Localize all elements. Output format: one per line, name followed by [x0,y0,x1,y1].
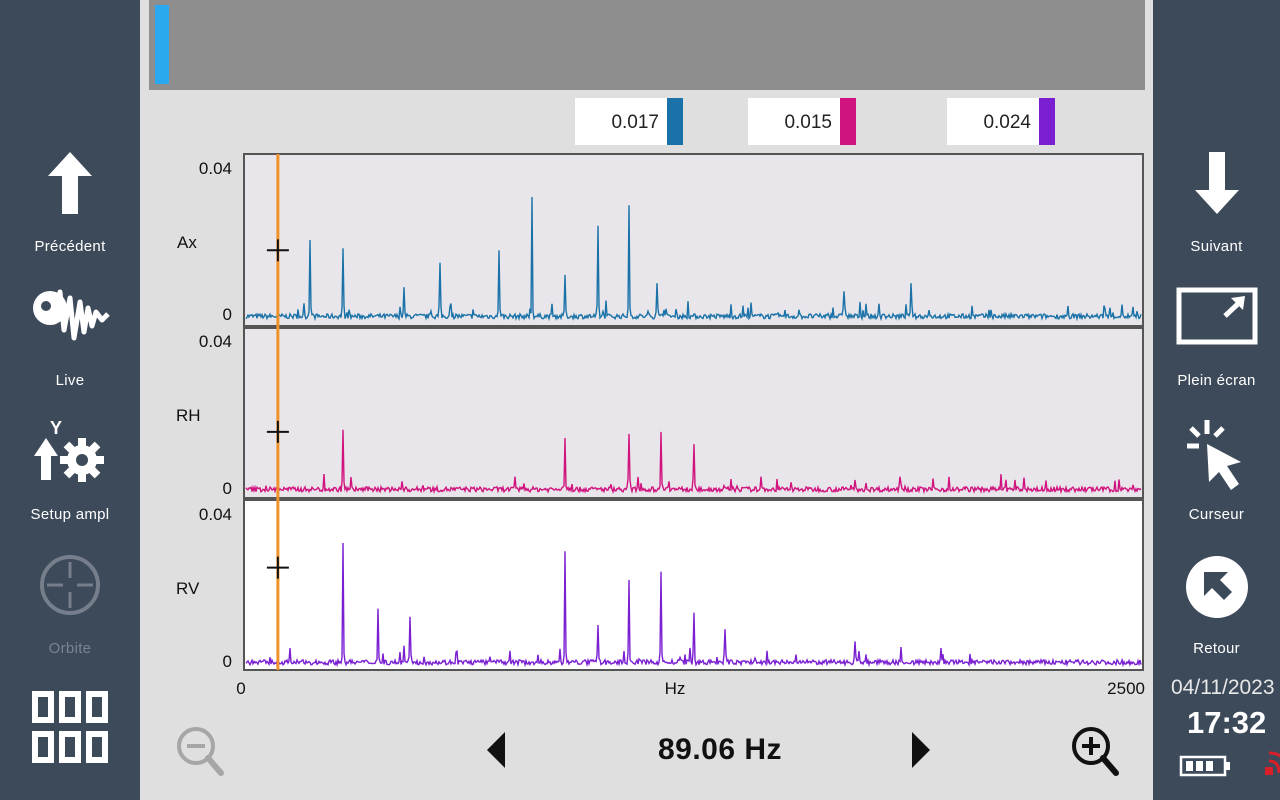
channel-name: RH [176,406,201,425]
y-max-label: 0.04 [199,332,232,351]
spectrum-trace [245,196,1142,322]
cursor-button[interactable]: Curseur [1153,418,1280,528]
y-axis-letter: Y [50,418,62,438]
prev-arrow-icon[interactable] [485,730,507,770]
back-icon [1185,556,1248,618]
cursor-crosshair-ax [266,239,289,262]
cursor-value-text: 0.017 [611,112,659,133]
y-min-label: 0 [223,305,232,324]
setup-ampl-label: Setup ampl [30,506,110,523]
status-time: 17:32 [1187,705,1267,740]
fullscreen-icon [1176,287,1257,345]
x-max-label: 2500 [1107,679,1145,698]
spectrum-trace [245,429,1142,495]
channel-color-swatch [840,98,856,145]
arrow-down-icon [1194,152,1239,214]
cursor-crosshair-rv [266,556,289,579]
spectrum-view: 0.017 0.015 0.024 0.04 0 Ax 0.04 0 RH 0.… [140,0,1153,800]
channel-color-swatch [667,98,683,145]
menu-button[interactable] [0,690,140,770]
zoom-in-icon[interactable] [1070,725,1120,777]
cursor-value-rv: 0.024 [947,98,1055,145]
cursor-value-text: 0.024 [983,112,1031,133]
amplitude-settings-icon: Y [34,418,104,482]
battery-icon [1179,755,1230,777]
cursor-frequency-readout: 89.06 Hz [657,733,783,766]
y-max-label: 0.04 [199,505,232,524]
cursor-value-ax: 0.017 [575,98,683,145]
back-label: Retour [1193,640,1240,657]
grid-menu-icon [32,691,108,763]
orbit-button[interactable]: Orbite [0,552,140,660]
panel-rv: 0.04 0 RV [176,499,1144,671]
live-label: Live [55,372,85,389]
wireless-icon [1265,751,1280,775]
y-max-label: 0.04 [199,159,232,178]
left-toolbar: Précédent Live Y [0,0,140,800]
previous-button[interactable]: Précédent [0,150,140,260]
next-label: Suivant [1190,238,1243,255]
next-arrow-icon[interactable] [910,730,932,770]
spectrum-plots[interactable]: 0.04 0 Ax 0.04 0 RH 0.04 0 RV 0 Hz 2500 [140,150,1153,700]
orbit-crosshair-icon [40,555,100,615]
cursor-crosshair-rh [266,420,289,443]
y-min-label: 0 [223,652,232,671]
zoom-out-icon[interactable] [175,725,225,777]
channel-name: RV [176,579,200,598]
channel-name: Ax [177,233,197,252]
x-min-label: 0 [236,679,245,698]
overview-selection-marker[interactable] [155,5,169,84]
x-unit-label: Hz [665,679,686,698]
fullscreen-label: Plein écran [1177,372,1256,389]
live-button[interactable]: Live [0,286,140,394]
next-button[interactable]: Suivant [1153,150,1280,260]
back-button[interactable]: Retour [1153,554,1280,662]
cursor-value-rh: 0.015 [748,98,856,145]
fullscreen-button[interactable]: Plein écran [1153,286,1280,394]
y-min-label: 0 [223,479,232,498]
right-toolbar: Suivant Plein écran Curseur Retour 04/11… [1153,0,1280,800]
status-date: 04/11/2023 [1171,676,1275,699]
overview-strip[interactable] [149,0,1145,90]
live-signal-icon [33,289,110,341]
cursor-value-text: 0.015 [784,112,832,133]
cursor-label: Curseur [1188,506,1245,523]
previous-label: Précédent [34,238,106,255]
cursor-pointer-icon [1186,420,1241,490]
cursor-crosshairs [266,239,289,579]
arrow-up-icon [48,152,92,214]
orbit-label: Orbite [48,640,92,657]
spectrum-trace [245,542,1142,668]
channel-color-swatch [1039,98,1055,145]
setup-ampl-button[interactable]: Y Setup ampl [0,418,140,528]
panel-ax: 0.04 0 Ax [177,153,1144,327]
panel-rh: 0.04 0 RH [176,327,1144,499]
